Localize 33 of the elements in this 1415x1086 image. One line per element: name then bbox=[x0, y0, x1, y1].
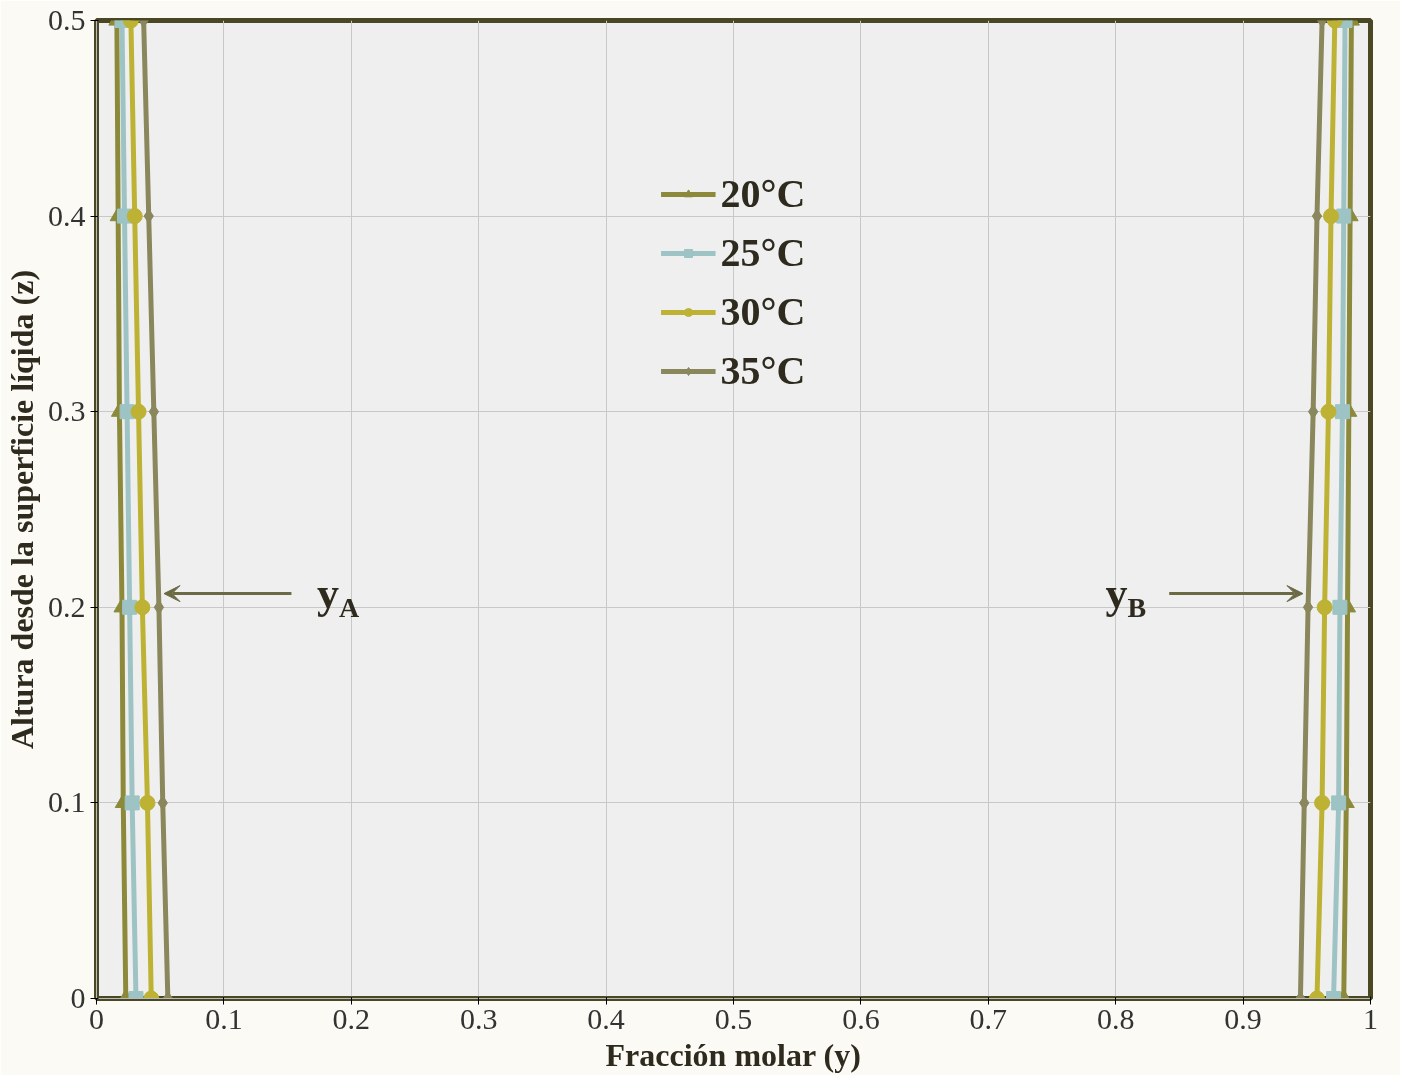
point bbox=[1320, 403, 1337, 420]
x-tick-label: 0.4 bbox=[587, 1001, 625, 1035]
point bbox=[1316, 599, 1333, 616]
y-tick-label: 0.4 bbox=[48, 198, 86, 232]
point bbox=[1323, 208, 1340, 225]
x-tick-label: 0.7 bbox=[969, 1001, 1008, 1035]
point bbox=[139, 794, 156, 811]
x-tick-label: 0.3 bbox=[459, 1001, 498, 1035]
legend-label: 20°C bbox=[720, 170, 806, 217]
point bbox=[130, 403, 147, 420]
x-tick-label: 1 bbox=[1363, 1001, 1378, 1035]
legend-label: 25°C bbox=[720, 229, 806, 276]
point bbox=[1336, 208, 1352, 224]
point bbox=[134, 599, 151, 616]
x-tick-label: 0.8 bbox=[1096, 1001, 1135, 1035]
x-axis-title: Fracción molar (y) bbox=[605, 1036, 861, 1073]
y-tick-label: 0.2 bbox=[48, 589, 86, 623]
point bbox=[126, 208, 143, 225]
x-tick-label: 0.6 bbox=[842, 1001, 880, 1035]
y-axis-title: Altura desde la superficie líqida (z) bbox=[4, 269, 40, 750]
x-tick-label: 0.2 bbox=[332, 1001, 371, 1035]
legend-label: 30°C bbox=[720, 288, 806, 335]
y-tick-label: 0.3 bbox=[48, 394, 86, 428]
y-tick-label: 0 bbox=[70, 981, 86, 1014]
y-tick-label: 0.5 bbox=[48, 3, 86, 36]
x-tick-label: 0.5 bbox=[714, 1001, 753, 1035]
y-tick-label: 0.1 bbox=[48, 785, 86, 819]
x-tick-label: 0.9 bbox=[1224, 1001, 1262, 1035]
x-tick-label: 0.1 bbox=[205, 1001, 243, 1035]
point bbox=[1314, 794, 1331, 811]
point bbox=[1334, 404, 1350, 420]
legend-label: 35°C bbox=[720, 347, 806, 394]
point bbox=[1332, 599, 1348, 615]
